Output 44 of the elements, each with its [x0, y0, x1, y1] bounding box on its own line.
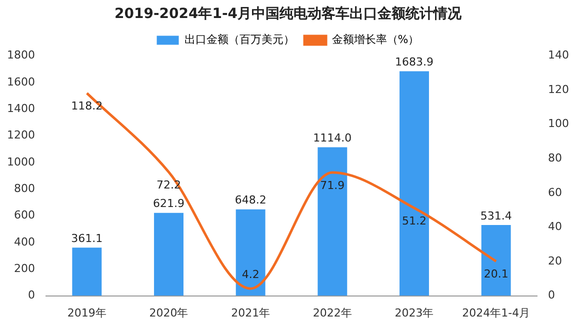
- data-label: 118.2: [71, 100, 103, 113]
- y-tick-label: 400: [14, 235, 35, 248]
- y-tick-label: 800: [14, 182, 35, 195]
- legend-label: 金额增长率（%）: [332, 33, 420, 46]
- legend-label: 出口金额（百万美元）: [184, 33, 294, 46]
- data-label: 531.4: [480, 209, 512, 222]
- y2-tick-label: 20: [548, 254, 562, 268]
- y-tick-label: 1600: [6, 75, 35, 88]
- data-label: 621.9: [152, 197, 184, 210]
- data-label: 361.1: [71, 232, 103, 246]
- data-label: 20.1: [484, 268, 508, 281]
- bar: [400, 71, 429, 296]
- data-label: 1683.9: [395, 56, 434, 69]
- y2-tick-label: 140: [548, 48, 570, 62]
- data-label: 71.9: [320, 178, 345, 192]
- bar: [318, 147, 348, 296]
- data-label: 1114.0: [313, 132, 352, 145]
- y2-tick-label: 120: [548, 82, 570, 96]
- bar: [236, 209, 266, 296]
- y2-tick-label: 60: [548, 186, 562, 199]
- x-tick-label: 2021年: [231, 306, 270, 320]
- x-tick-label: 2024年1-4月: [462, 306, 530, 320]
- y-tick-label: 1800: [6, 48, 35, 62]
- x-tick-label: 2022年: [312, 306, 352, 320]
- data-label: 648.2: [234, 194, 266, 207]
- x-tick-label: 2023年: [394, 306, 434, 320]
- bar: [72, 248, 102, 296]
- y-tick-label: 1400: [6, 102, 35, 115]
- data-label: 4.2: [242, 268, 260, 281]
- x-tick-label: 2020年: [149, 306, 188, 320]
- y2-tick-label: 0: [548, 288, 556, 302]
- x-tick-label: 2019年: [67, 306, 106, 320]
- bar: [154, 212, 184, 296]
- y-tick-label: 1000: [6, 155, 35, 168]
- y-tick-label: 0: [28, 288, 35, 302]
- y2-tick-label: 100: [548, 117, 570, 130]
- y2-tick-label: 40: [548, 220, 562, 234]
- bar: [481, 224, 511, 296]
- y2-tick-label: 80: [548, 152, 562, 165]
- data-label: 51.2: [402, 214, 426, 228]
- y-tick-label: 200: [14, 262, 35, 275]
- y-tick-label: 600: [14, 208, 35, 222]
- chart-title: 2019-2024年1-4月中国纯电动客车出口金额统计情况: [114, 5, 463, 22]
- y-tick-label: 1200: [6, 128, 35, 142]
